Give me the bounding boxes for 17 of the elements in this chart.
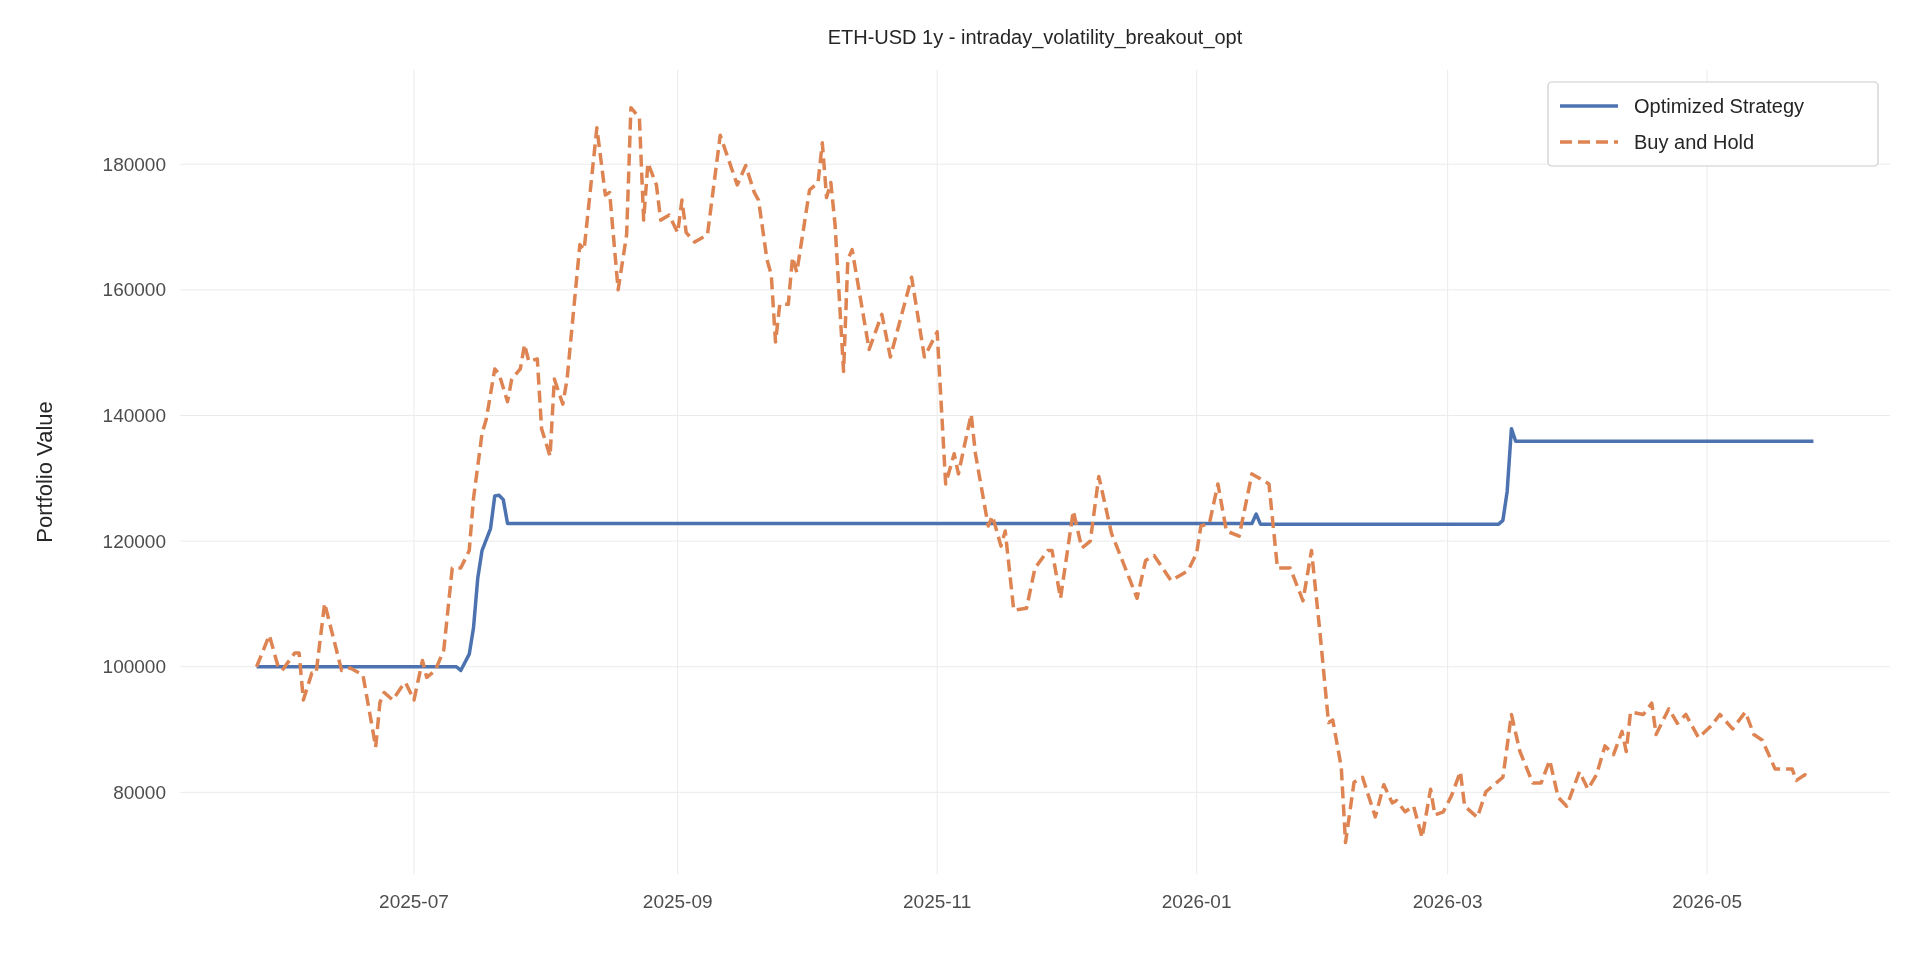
y-tick-label: 120000 — [102, 530, 166, 552]
legend-label: Optimized Strategy — [1634, 95, 1805, 117]
line-series — [254, 426, 1816, 673]
y-tick-label: 180000 — [102, 153, 166, 175]
x-tick-label: 2025-09 — [642, 891, 713, 912]
x-tick-label: 2026-01 — [1161, 891, 1232, 912]
x-tick-label: 2026-03 — [1412, 891, 1483, 912]
y-tick-label: 140000 — [102, 405, 166, 427]
y-axis-title: Portfolio Value — [32, 401, 57, 543]
x-tick-label: 2025-11 — [903, 891, 972, 912]
y-tick-label: 80000 — [113, 781, 166, 803]
chart-title: ETH-USD 1y - intraday_volatility_breakout_opt — [827, 26, 1243, 49]
x-tick-label: 2025-07 — [379, 891, 449, 912]
y-tick-label: 160000 — [102, 279, 166, 301]
legend-label: Buy and Hold — [1634, 131, 1755, 153]
x-tick-label: 2026-05 — [1672, 891, 1742, 912]
y-tick-label: 100000 — [102, 656, 166, 678]
